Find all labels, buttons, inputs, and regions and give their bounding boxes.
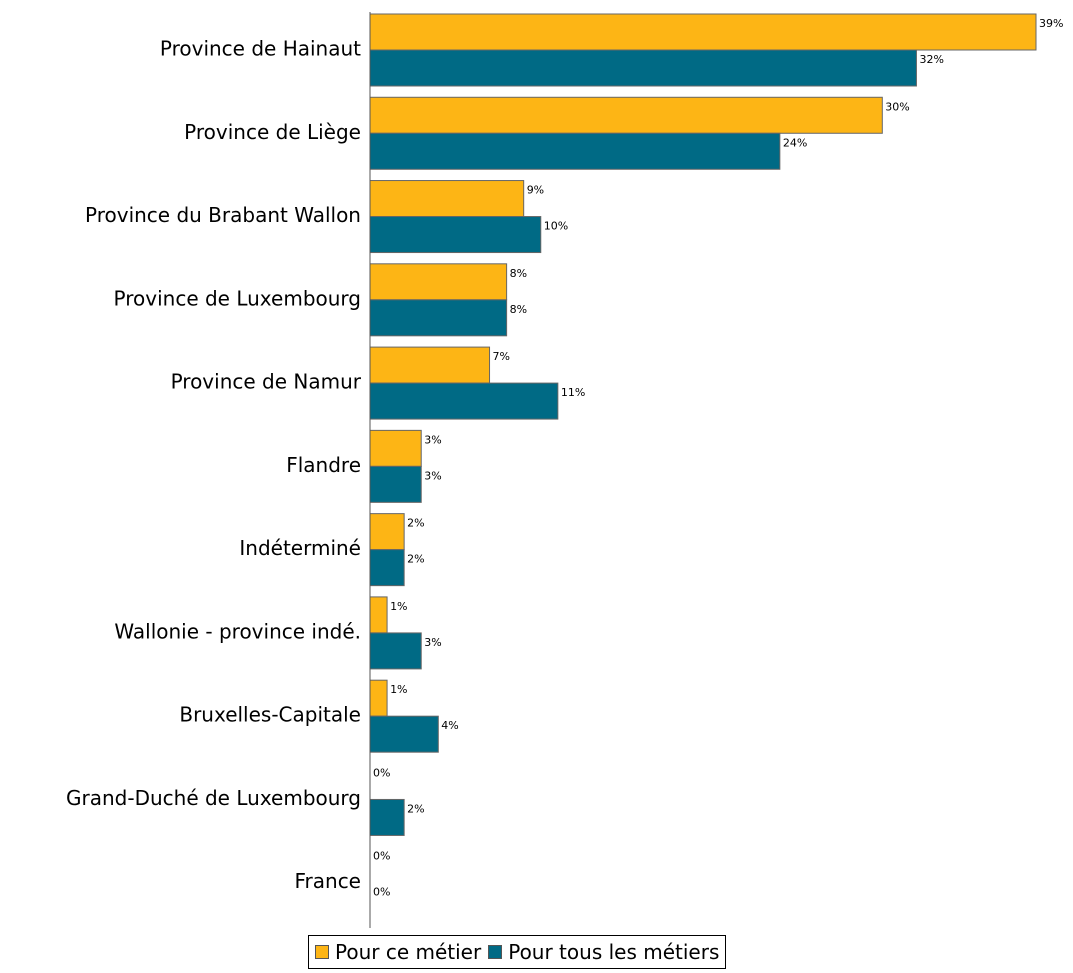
category-label: Wallonie - province indé. xyxy=(114,619,361,643)
data-label-series-0: 1% xyxy=(390,600,407,613)
bar-series-1 xyxy=(369,49,917,87)
data-label-series-0: 7% xyxy=(493,350,510,363)
legend: Pour ce métier Pour tous les métiers xyxy=(308,935,727,969)
legend-item-series-0: Pour ce métier xyxy=(315,940,481,964)
bar-series-0 xyxy=(369,263,508,301)
legend-label-series-0: Pour ce métier xyxy=(335,940,482,964)
data-label-series-0: 2% xyxy=(407,517,424,530)
legend-item-series-1: Pour tous les métiers xyxy=(488,940,719,964)
bar-series-1 xyxy=(369,216,542,254)
bar-series-1 xyxy=(369,715,439,753)
data-label-series-0: 1% xyxy=(390,683,407,696)
bar-series-0 xyxy=(369,13,1037,51)
bar-series-0 xyxy=(369,96,883,134)
bars-group xyxy=(369,13,1037,836)
bar-series-0 xyxy=(369,596,388,634)
data-label-series-1: 8% xyxy=(510,303,527,316)
bar-series-1 xyxy=(369,382,559,420)
data-label-series-1: 32% xyxy=(919,53,943,66)
category-label: Indéterminé xyxy=(239,536,361,560)
data-label-series-1: 24% xyxy=(783,136,807,149)
data-label-series-0: 39% xyxy=(1039,17,1063,30)
category-labels-group: Province de Hainaut Province de Liège Prov… xyxy=(66,37,362,894)
data-label-series-1: 4% xyxy=(441,719,458,732)
bar-series-0 xyxy=(369,513,405,551)
category-label: Province de Namur xyxy=(171,370,362,394)
data-label-series-0: 9% xyxy=(527,184,544,197)
data-label-series-0: 3% xyxy=(424,433,441,446)
data-labels-group: 39% 32% 30% 24% 9% 10% 8% 8% 7% 11% 3% 3% 2% 2% 1% 3% 1%… xyxy=(373,17,1063,899)
category-label: Province de Liège xyxy=(184,120,361,144)
legend-label-series-1: Pour tous les métiers xyxy=(508,940,720,964)
bar-series-0 xyxy=(369,180,525,218)
bar-series-0 xyxy=(369,429,422,467)
bar-series-1 xyxy=(369,798,405,836)
legend-swatch-series-0 xyxy=(315,945,329,959)
data-label-series-0: 0% xyxy=(373,850,390,863)
bar-series-0 xyxy=(369,679,388,717)
data-label-series-1: 11% xyxy=(561,386,585,399)
bar-series-0 xyxy=(369,346,491,384)
category-label: Province de Hainaut xyxy=(160,37,361,61)
bar-series-1 xyxy=(369,632,422,670)
data-label-series-1: 3% xyxy=(424,469,441,482)
category-label: Flandre xyxy=(286,453,361,477)
data-label-series-0: 30% xyxy=(885,100,909,113)
bar-series-1 xyxy=(369,299,508,337)
data-label-series-0: 0% xyxy=(373,766,390,779)
data-label-series-0: 8% xyxy=(510,267,527,280)
category-label: Bruxelles-Capitale xyxy=(179,703,361,727)
data-label-series-1: 10% xyxy=(544,220,568,233)
category-label: France xyxy=(294,869,361,893)
bar-series-1 xyxy=(369,465,422,503)
category-label: Grand-Duché de Luxembourg xyxy=(66,786,361,810)
bar-series-1 xyxy=(369,549,405,587)
data-label-series-1: 2% xyxy=(407,553,424,566)
category-label: Province du Brabant Wallon xyxy=(85,203,361,227)
category-label: Province de Luxembourg xyxy=(114,286,361,310)
data-label-series-1: 3% xyxy=(424,636,441,649)
bar-series-1 xyxy=(369,132,781,170)
legend-swatch-series-1 xyxy=(488,945,503,959)
data-label-series-1: 0% xyxy=(373,886,390,899)
data-label-series-1: 2% xyxy=(407,802,424,815)
